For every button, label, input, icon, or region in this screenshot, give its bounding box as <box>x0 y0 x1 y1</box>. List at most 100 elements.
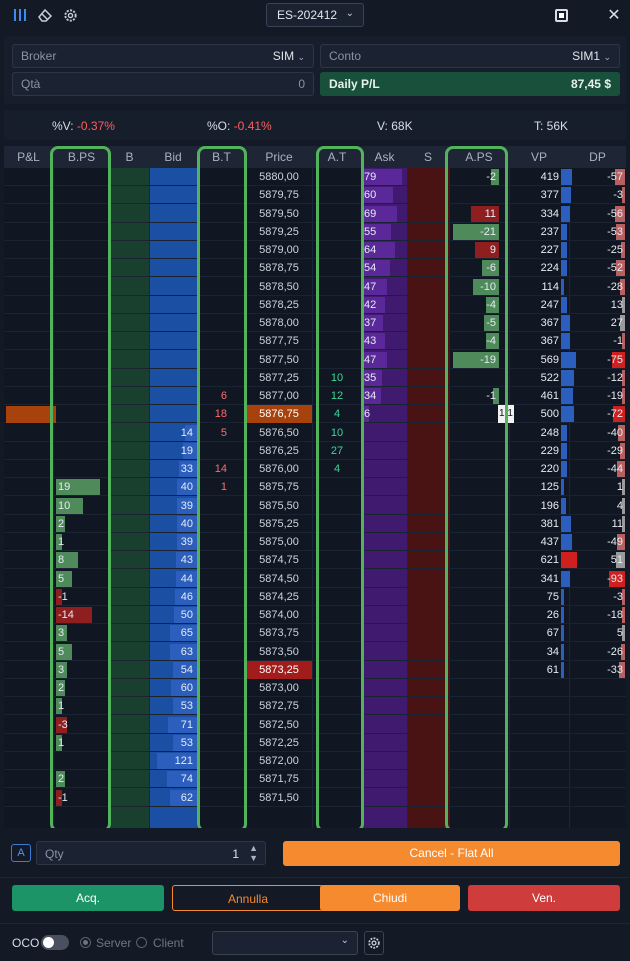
ladder-row[interactable]: 14 5 5876,50 10 248 -40 <box>4 424 626 442</box>
col-header-bt[interactable]: B.T <box>212 150 231 164</box>
ladder-row[interactable]: 62 -1 5871,50 <box>4 789 626 807</box>
ladder-row[interactable]: 121 5872,00 <box>4 752 626 771</box>
bars-icon[interactable] <box>11 6 29 24</box>
action-bar: Acq. Annulla Chiudi Ven. <box>0 877 630 921</box>
col-header-aps[interactable]: A.PS <box>465 150 493 164</box>
col-header-dp[interactable]: DP <box>589 150 606 164</box>
gear-icon[interactable] <box>61 6 79 24</box>
ladder-row[interactable]: 19 5876,25 27 229 -29 <box>4 442 626 460</box>
ladder-row[interactable]: 5877,50 47 -19 569 -75 <box>4 351 626 369</box>
ladder-row[interactable]: 5878,00 37 -5 367 27 <box>4 314 626 333</box>
ladder-row[interactable]: 5878,75 54 -6 224 -52 <box>4 259 626 278</box>
bps-bar <box>56 534 63 550</box>
ask-size-bar <box>362 369 382 386</box>
vp-bar <box>561 187 571 204</box>
ladder-row[interactable]: 53 1 5872,75 <box>4 697 626 716</box>
server-radio[interactable] <box>80 937 91 948</box>
col-header-b[interactable]: B <box>125 150 134 164</box>
aps-bar <box>486 333 499 350</box>
qta-field: Qtà 0 <box>12 72 314 96</box>
ladder-row[interactable]: 18 5876,75 4 6 1 1 500 -72 <box>4 405 626 424</box>
close-position-button[interactable]: Chiudi <box>320 885 460 911</box>
col-header-ask[interactable]: Ask <box>374 150 395 164</box>
ladder-row[interactable]: 46 -1 5874,25 75 -3 <box>4 588 626 606</box>
conto-select[interactable]: Conto SIM1 ⌄ <box>320 44 620 68</box>
cancel-button[interactable]: Annulla <box>172 885 324 911</box>
ladder-row[interactable]: 63 5 5873,50 34 -26 <box>4 643 626 661</box>
price-cell: 5877,75 <box>259 335 299 348</box>
ladder-row[interactable]: 5877,75 43 -4 367 -1 <box>4 332 626 351</box>
ladder-row[interactable]: 5878,50 47 -10 114 -28 <box>4 278 626 296</box>
ladder-row[interactable]: 5880,00 79 -2 419 -57 <box>4 168 626 187</box>
dp-value: 13 <box>610 298 623 311</box>
ladder-row[interactable]: 5879,00 64 9 227 -25 <box>4 241 626 260</box>
bps-bar <box>56 789 63 806</box>
close-button[interactable]: ✕ <box>604 5 624 25</box>
pl-marker <box>6 406 56 424</box>
ladder-row[interactable]: 33 14 5876,00 4 220 -44 <box>4 460 626 479</box>
ladder-row[interactable]: 5878,25 42 -4 247 13 <box>4 296 626 314</box>
price-ladder[interactable]: P&L B.PS B Bid B.T Price A.T Ask S A.PS VP DP 5880,… <box>4 146 626 828</box>
col-header-s[interactable]: S <box>423 150 432 164</box>
buy-button[interactable]: Acq. <box>12 885 164 911</box>
ask-size: 34 <box>364 390 377 402</box>
oco-toggle[interactable] <box>41 935 69 950</box>
col-header-bps[interactable]: B.PS <box>67 150 96 164</box>
ladder-row[interactable]: 44 5 5874,50 341 -93 <box>4 570 626 588</box>
ladder-row[interactable]: 74 2 5871,75 <box>4 770 626 789</box>
ladder-row[interactable]: 53 1 5872,25 <box>4 734 626 752</box>
ladder-row[interactable]: 54 3 5873,25 61 -33 <box>4 660 626 679</box>
ladder-row[interactable]: 43 8 5874,75 621 51 <box>4 551 626 570</box>
stepper-icon[interactable]: ▲ ▼ <box>249 843 258 863</box>
auto-button[interactable]: A <box>11 844 31 862</box>
ladder-row[interactable]: 5877,25 10 35 522 -12 <box>4 369 626 387</box>
ladder-row[interactable]: 5879,75 60 377 -3 <box>4 186 626 205</box>
price-cell: 5878,50 <box>259 280 299 293</box>
ask-size: 54 <box>364 262 377 275</box>
vp-bar <box>561 351 576 368</box>
col-header-vp[interactable]: VP <box>530 150 547 164</box>
sell-button[interactable]: Ven. <box>468 885 620 911</box>
dp-bar <box>622 187 625 204</box>
client-radio[interactable] <box>136 937 147 948</box>
last-price-highlight <box>246 405 312 424</box>
dp-value: -56 <box>607 207 623 220</box>
ladder-row[interactable]: 39 1 5875,00 437 -49 <box>4 533 626 552</box>
dp-bar <box>619 661 625 678</box>
ladder-row[interactable]: 71 -3 5872,50 <box>4 716 626 734</box>
maximize-button[interactable] <box>551 5 571 25</box>
ladder-row[interactable]: 40 2 5875,25 381 11 <box>4 515 626 533</box>
ladder-row[interactable]: 6 5877,00 12 34 -1 461 -19 <box>4 387 626 406</box>
ladder-row[interactable]: 5879,50 69 11 334 -56 <box>4 205 626 223</box>
settings-gear-icon[interactable] <box>364 931 384 955</box>
col-header-at[interactable]: A.T <box>327 150 347 164</box>
symbol-select[interactable]: ES-202412 ⌄ <box>266 3 364 27</box>
bid-size-bar <box>177 515 197 532</box>
broker-select[interactable]: Broker SIM ⌄ <box>12 44 314 68</box>
col-header-price[interactable]: Price <box>265 150 293 164</box>
column-divider <box>569 168 570 828</box>
qty-input[interactable]: Qty 1 ▲ ▼ <box>36 841 266 865</box>
ladder-row[interactable]: 65 3 5873,75 67 5 <box>4 624 626 643</box>
dp-bar <box>622 333 625 350</box>
col-header-pl[interactable]: P&L <box>17 150 40 164</box>
price-cell: 5871,75 <box>259 773 299 786</box>
dp-bar <box>620 643 625 660</box>
column-divider <box>449 168 450 828</box>
aps-value: -10 <box>480 280 496 293</box>
ladder-row[interactable]: 39 10 5875,50 196 4 <box>4 497 626 515</box>
price-cell: 5880,00 <box>259 171 299 183</box>
vp-value: 522 <box>540 371 559 384</box>
volume-stat: V: 68K <box>377 119 413 133</box>
cancel-flat-all-button[interactable]: Cancel - Flat All <box>283 841 620 866</box>
ladder-row[interactable]: 60 2 5873,00 <box>4 679 626 698</box>
col-header-bid[interactable]: Bid <box>164 150 182 164</box>
ladder-row[interactable]: 40 19 1 5875,75 125 1 <box>4 478 626 497</box>
strategy-select[interactable]: ⌄ <box>212 931 358 955</box>
bid-size-bar <box>183 442 197 459</box>
bps-value: 3 <box>58 627 65 640</box>
ladder-row[interactable]: 50 -14 5874,00 26 -18 <box>4 606 626 625</box>
ladder-row[interactable]: 5879,25 55 -21 237 -53 <box>4 223 626 241</box>
eraser-icon[interactable] <box>36 6 54 24</box>
vp-bar <box>561 260 567 277</box>
